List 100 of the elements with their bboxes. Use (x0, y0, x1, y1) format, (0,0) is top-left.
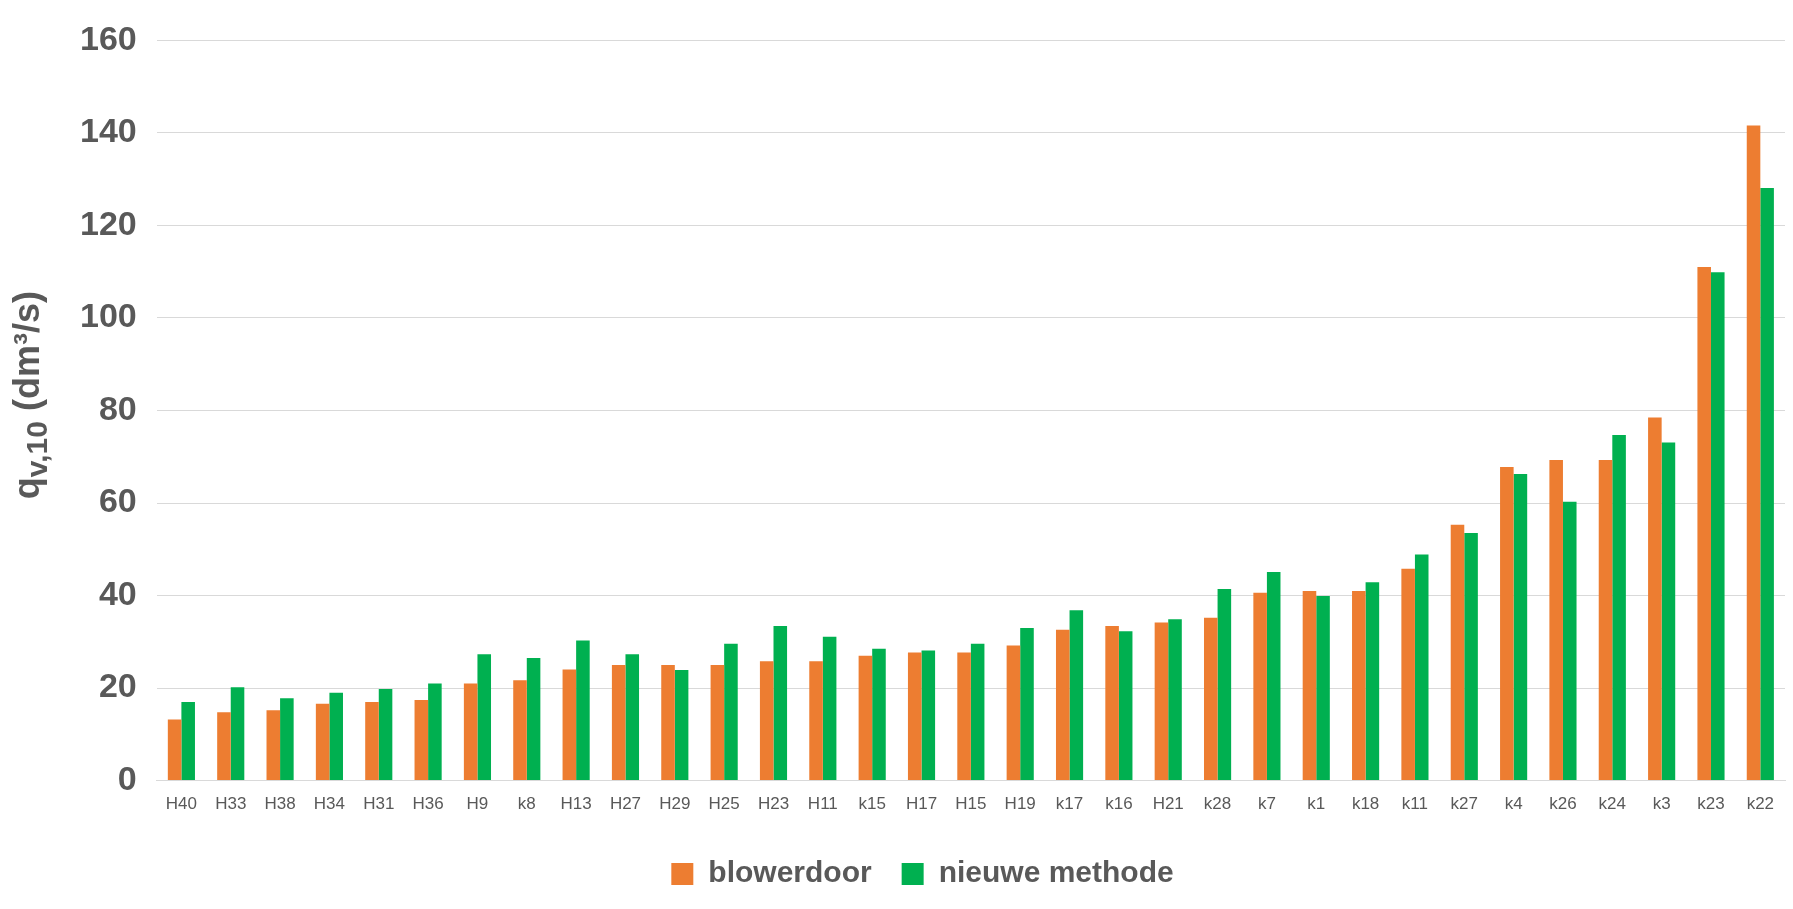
bar (414, 700, 429, 781)
x-tick-label: H36 (412, 794, 444, 814)
bar (1316, 596, 1330, 781)
bar (1760, 187, 1774, 781)
bar (280, 698, 294, 781)
x-tick-label: k17 (1055, 794, 1084, 814)
bar (1069, 610, 1084, 781)
y-tick-label: 40 (98, 573, 137, 612)
x-tick-label: k23 (1697, 794, 1725, 814)
y-tick-label: 120 (79, 203, 137, 242)
bar (477, 654, 492, 781)
bar (526, 658, 541, 781)
bar (1302, 590, 1317, 781)
bar (1697, 267, 1711, 781)
bar (1648, 417, 1662, 781)
bar (576, 640, 590, 781)
bar (1450, 524, 1465, 781)
x-tick-label: k3 (1652, 794, 1671, 814)
bar (1204, 617, 1218, 781)
bar (1365, 582, 1380, 781)
x-tick-label: k26 (1549, 794, 1577, 814)
x-tick-label: H33 (215, 794, 247, 814)
bar (809, 661, 823, 781)
x-tick-label: H9 (466, 794, 489, 814)
x-tick-label: H29 (659, 794, 691, 814)
bar (1598, 460, 1613, 781)
x-tick-label: k22 (1746, 794, 1775, 814)
bar (1612, 435, 1626, 781)
bar (1401, 568, 1415, 781)
x-tick-label: H25 (708, 794, 740, 814)
bar (858, 655, 873, 781)
x-tick-label: k28 (1203, 794, 1232, 814)
bar (674, 670, 689, 781)
bar (315, 703, 330, 781)
bar (1118, 631, 1133, 781)
bar (1352, 590, 1366, 781)
y-tick-label: 100 (79, 296, 137, 335)
bar (1549, 460, 1563, 781)
x-tick-label: H40 (165, 794, 197, 814)
x-tick-label: k15 (858, 794, 886, 814)
x-tick-label: k7 (1257, 794, 1276, 814)
bar (872, 648, 886, 781)
x-tick-label: H34 (313, 794, 346, 814)
bar (625, 654, 640, 781)
x-tick-label: H38 (264, 794, 296, 814)
bar (513, 680, 527, 781)
bar (365, 701, 379, 781)
x-tick-label: k8 (517, 794, 536, 814)
bar (266, 710, 281, 781)
bar (921, 650, 936, 781)
bar (970, 643, 985, 781)
bar (661, 664, 675, 781)
bar (1746, 125, 1761, 781)
bar (710, 664, 725, 781)
y-tick-label: 0 (117, 758, 137, 797)
bar (611, 664, 626, 781)
bar (1217, 589, 1232, 781)
x-tick-label: k24 (1598, 794, 1627, 814)
x-tick-label: k1 (1307, 794, 1326, 814)
bar (1266, 571, 1281, 781)
y-tick-label: 140 (79, 111, 137, 150)
bar (1661, 442, 1676, 781)
y-tick-label: 60 (98, 481, 137, 520)
bar (181, 701, 195, 781)
legend-label: nieuwe methode (938, 855, 1174, 889)
bar (1105, 626, 1119, 781)
bar (217, 712, 231, 781)
x-tick-label: k4 (1504, 794, 1523, 814)
bar (378, 689, 393, 781)
bar (957, 652, 971, 781)
bar (463, 683, 478, 781)
bar (1253, 592, 1267, 781)
x-tick-label: H21 (1152, 794, 1184, 814)
x-tick-label: k16 (1105, 794, 1133, 814)
bar (822, 636, 837, 781)
x-tick-label: H17 (905, 794, 938, 814)
bar (1154, 622, 1169, 781)
bar (1562, 501, 1577, 781)
bar (167, 719, 182, 781)
x-tick-label: H31 (363, 794, 395, 814)
bar (724, 643, 738, 781)
bar (759, 661, 774, 781)
bar (1006, 645, 1021, 781)
y-tick-label: 80 (98, 388, 137, 427)
bar (1055, 629, 1070, 781)
legend-label: blowerdoor (708, 855, 872, 889)
x-tick-label: H11 (807, 794, 838, 814)
x-tick-label: H27 (609, 794, 642, 814)
bar (1168, 619, 1182, 781)
x-tick-label: k11 (1401, 794, 1429, 814)
bar (1020, 627, 1034, 781)
bar (562, 669, 577, 781)
x-tick-label: H23 (757, 794, 790, 814)
x-tick-label: H19 (1004, 794, 1036, 814)
bar (1500, 466, 1514, 781)
bar (907, 652, 922, 781)
bar (329, 692, 343, 781)
bar (230, 687, 245, 781)
bar (1414, 554, 1429, 781)
x-tick-label: H13 (560, 794, 592, 814)
